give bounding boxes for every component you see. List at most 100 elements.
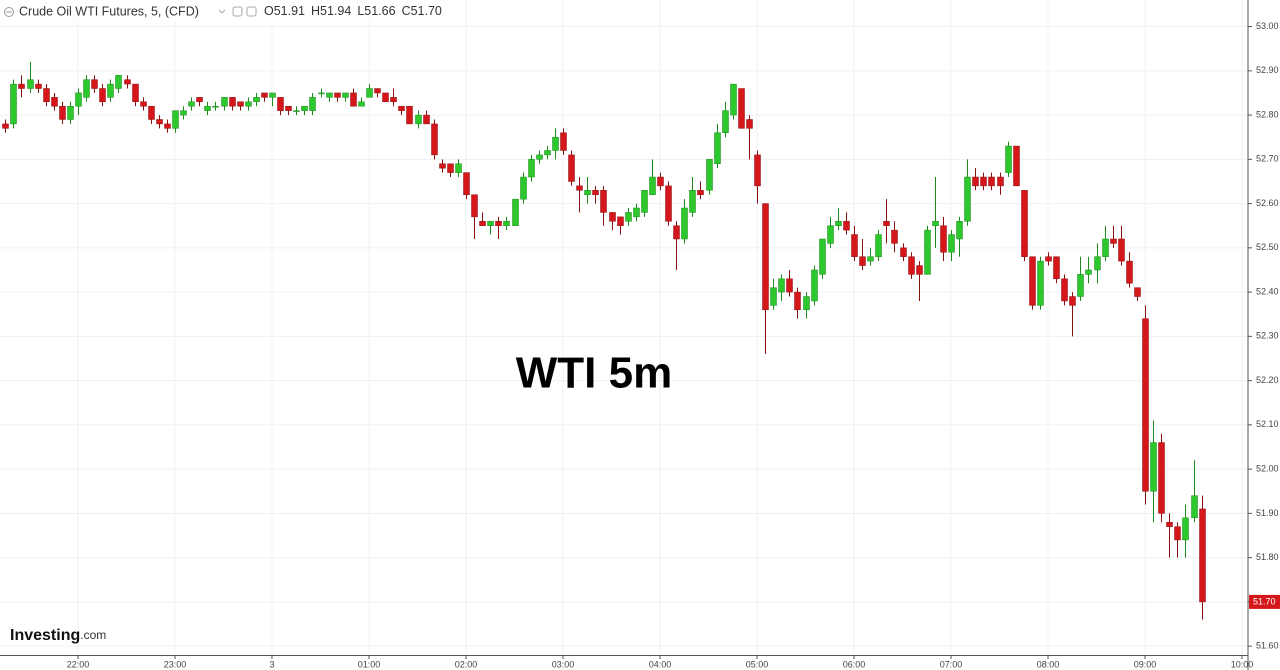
candle-body: [891, 229, 898, 244]
candle-body: [301, 105, 308, 111]
y-tick-label: 51.80: [1256, 552, 1279, 562]
candle-body: [1061, 278, 1068, 302]
candle-body: [75, 92, 82, 107]
candle-body: [649, 176, 656, 195]
candle-body: [706, 159, 713, 191]
candle-body: [99, 88, 106, 103]
candle-body: [172, 110, 179, 129]
candle-body: [487, 221, 494, 226]
candle-body: [455, 163, 462, 173]
last-price-label: 51.70: [1253, 596, 1276, 606]
candle-body: [35, 83, 42, 89]
x-tick-label: 02:00: [455, 659, 478, 669]
candle-body: [584, 190, 591, 195]
candle-body: [382, 92, 389, 103]
candle-body: [107, 83, 114, 98]
candle-body: [1150, 442, 1157, 492]
candle-body: [948, 234, 955, 253]
candle-body: [132, 83, 139, 103]
candle-body: [956, 221, 963, 240]
candle-body: [633, 207, 640, 218]
candles: [2, 61, 1206, 620]
candle-body: [318, 92, 325, 95]
candle-body: [124, 79, 131, 85]
x-tick-label: 05:00: [746, 659, 769, 669]
candle-body: [83, 79, 90, 98]
last-price-box: [1249, 594, 1280, 609]
candle-body: [544, 150, 551, 156]
candle-body: [471, 194, 478, 218]
candle-body: [334, 92, 341, 98]
candle-body: [204, 105, 211, 111]
candle-body: [762, 203, 769, 311]
candle-body: [528, 159, 535, 178]
candle-body: [900, 247, 907, 257]
candle-body: [221, 97, 228, 107]
candle-body: [617, 216, 624, 226]
candle-body: [463, 172, 470, 195]
ohlc-label: H51.94: [311, 4, 351, 18]
candle-body: [503, 221, 510, 226]
candle-body: [18, 83, 25, 89]
logo-suffix: .com: [80, 628, 106, 642]
x-tick-label: 07:00: [940, 659, 963, 669]
candle-body: [811, 269, 818, 302]
candle-body: [568, 154, 575, 182]
candle-body: [972, 176, 979, 187]
candle-body: [778, 278, 785, 293]
candle-body: [374, 88, 381, 94]
candle-body: [1199, 508, 1206, 603]
candle-body: [188, 101, 195, 107]
candle-body: [738, 88, 745, 129]
candle-body: [479, 221, 486, 226]
candle-body: [964, 176, 971, 222]
candle-body: [1142, 318, 1149, 492]
candle-body: [277, 97, 284, 111]
candle-body: [140, 101, 147, 107]
candle-body: [786, 278, 793, 293]
candle-body: [309, 97, 316, 111]
candle-body: [350, 92, 357, 107]
candle-body: [406, 105, 413, 125]
candle-body: [51, 97, 58, 107]
candle-body: [115, 74, 122, 89]
candle-body: [415, 114, 422, 125]
candle-body: [657, 176, 664, 187]
x-tick-label: 01:00: [358, 659, 381, 669]
candle-body: [229, 97, 236, 107]
candle-body: [180, 110, 187, 116]
x-tick-label: 10:00: [1231, 659, 1254, 669]
candle-body: [851, 234, 858, 257]
candle-body: [1069, 296, 1076, 306]
candle-body: [560, 132, 567, 151]
candle-body: [269, 92, 276, 98]
candle-body: [423, 114, 430, 125]
ohlc-label: C51.70: [402, 4, 442, 18]
candle-body: [689, 190, 696, 213]
candle-body: [600, 190, 607, 213]
candle-body: [576, 185, 583, 191]
candle-body: [1021, 190, 1028, 257]
candle-body: [641, 190, 648, 213]
ohlc-label: L51.66: [357, 4, 395, 18]
candle-body: [156, 119, 163, 125]
candle-body: [835, 221, 842, 226]
candle-body: [358, 101, 365, 107]
candle-body: [1053, 256, 1060, 280]
candle-body: [253, 97, 260, 103]
candle-body: [520, 176, 527, 200]
x-tick-label: 22:00: [67, 659, 90, 669]
candle-body: [1110, 238, 1117, 244]
y-tick-label: 51.60: [1256, 641, 1279, 651]
candle-body: [843, 221, 850, 231]
candle-body: [91, 79, 98, 89]
logo-main: Investing: [10, 627, 80, 644]
candle-body: [819, 238, 826, 275]
candle-body: [43, 88, 50, 103]
candle-body: [665, 185, 672, 222]
candle-body: [1037, 260, 1044, 306]
candle-body: [1102, 238, 1109, 257]
candle-body: [875, 234, 882, 257]
candle-body: [714, 132, 721, 164]
